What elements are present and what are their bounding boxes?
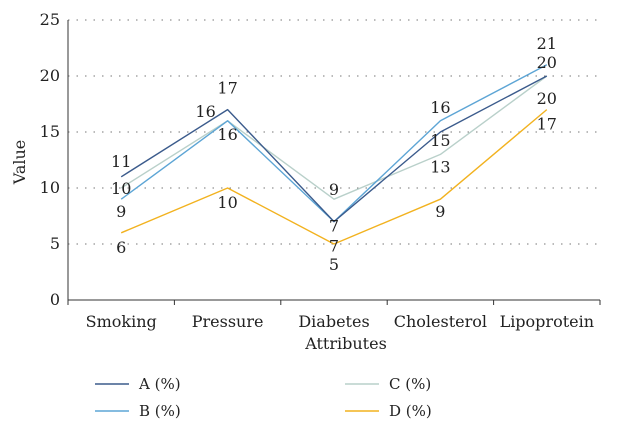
data-label: 10 bbox=[111, 179, 131, 198]
gridlines bbox=[68, 19, 600, 245]
x-tick-label: Lipoprotein bbox=[500, 312, 594, 331]
series-line-d bbox=[120, 109, 548, 245]
legend-item-a: A (%) bbox=[95, 375, 181, 393]
x-tick-label: Smoking bbox=[86, 312, 157, 331]
y-tick-label: 20 bbox=[40, 66, 60, 85]
legend-label: D (%) bbox=[389, 402, 432, 420]
legend: A (%) B (%) C (%) D (%) bbox=[95, 375, 432, 420]
data-label: 15 bbox=[430, 131, 450, 150]
series-line-a bbox=[120, 75, 548, 223]
data-label: 7 bbox=[329, 217, 339, 236]
data-label: 11 bbox=[111, 152, 131, 171]
data-label: 16 bbox=[217, 125, 237, 144]
x-tick-label: Pressure bbox=[192, 312, 264, 331]
x-tick-label: Diabetes bbox=[298, 312, 369, 331]
series-lines bbox=[120, 64, 548, 245]
legend-label: A (%) bbox=[138, 375, 181, 393]
legend-item-c: C (%) bbox=[345, 375, 431, 393]
data-label: 5 bbox=[329, 255, 339, 274]
data-labels: 11 17 7 15 20 9 16 7 16 21 10 16 9 13 20 6 10 5 9 17 bbox=[111, 34, 557, 274]
data-label: 20 bbox=[537, 53, 557, 72]
legend-label: C (%) bbox=[389, 375, 431, 393]
data-label: 21 bbox=[537, 34, 557, 53]
legend-item-d: D (%) bbox=[345, 402, 432, 420]
y-tick-label: 25 bbox=[40, 10, 60, 29]
y-axis-title: Value bbox=[10, 140, 29, 186]
series-line-c bbox=[120, 75, 548, 200]
y-tick-label: 15 bbox=[40, 122, 60, 141]
x-axis-title: Attributes bbox=[304, 334, 387, 353]
data-label: 9 bbox=[329, 180, 339, 199]
x-tick-label: Cholesterol bbox=[394, 312, 487, 331]
legend-label: B (%) bbox=[139, 402, 181, 420]
data-label: 20 bbox=[537, 89, 557, 108]
data-label: 16 bbox=[430, 98, 450, 117]
legend-item-b: B (%) bbox=[95, 402, 181, 420]
data-label: 10 bbox=[217, 193, 237, 212]
data-label: 9 bbox=[116, 202, 126, 221]
y-tick-label: 10 bbox=[40, 178, 60, 197]
data-label: 6 bbox=[116, 238, 126, 257]
data-label: 17 bbox=[537, 115, 557, 134]
data-label: 13 bbox=[430, 157, 450, 176]
data-label: 9 bbox=[435, 202, 445, 221]
data-label: 16 bbox=[195, 102, 215, 121]
y-tick-label: 0 bbox=[50, 290, 60, 309]
data-label: 17 bbox=[217, 79, 237, 98]
data-label: 7 bbox=[329, 237, 339, 256]
y-tick-label: 5 bbox=[50, 234, 60, 253]
axes: 0 5 10 15 20 25 Smoking Pressure Diabetes Cholest… bbox=[40, 10, 601, 331]
